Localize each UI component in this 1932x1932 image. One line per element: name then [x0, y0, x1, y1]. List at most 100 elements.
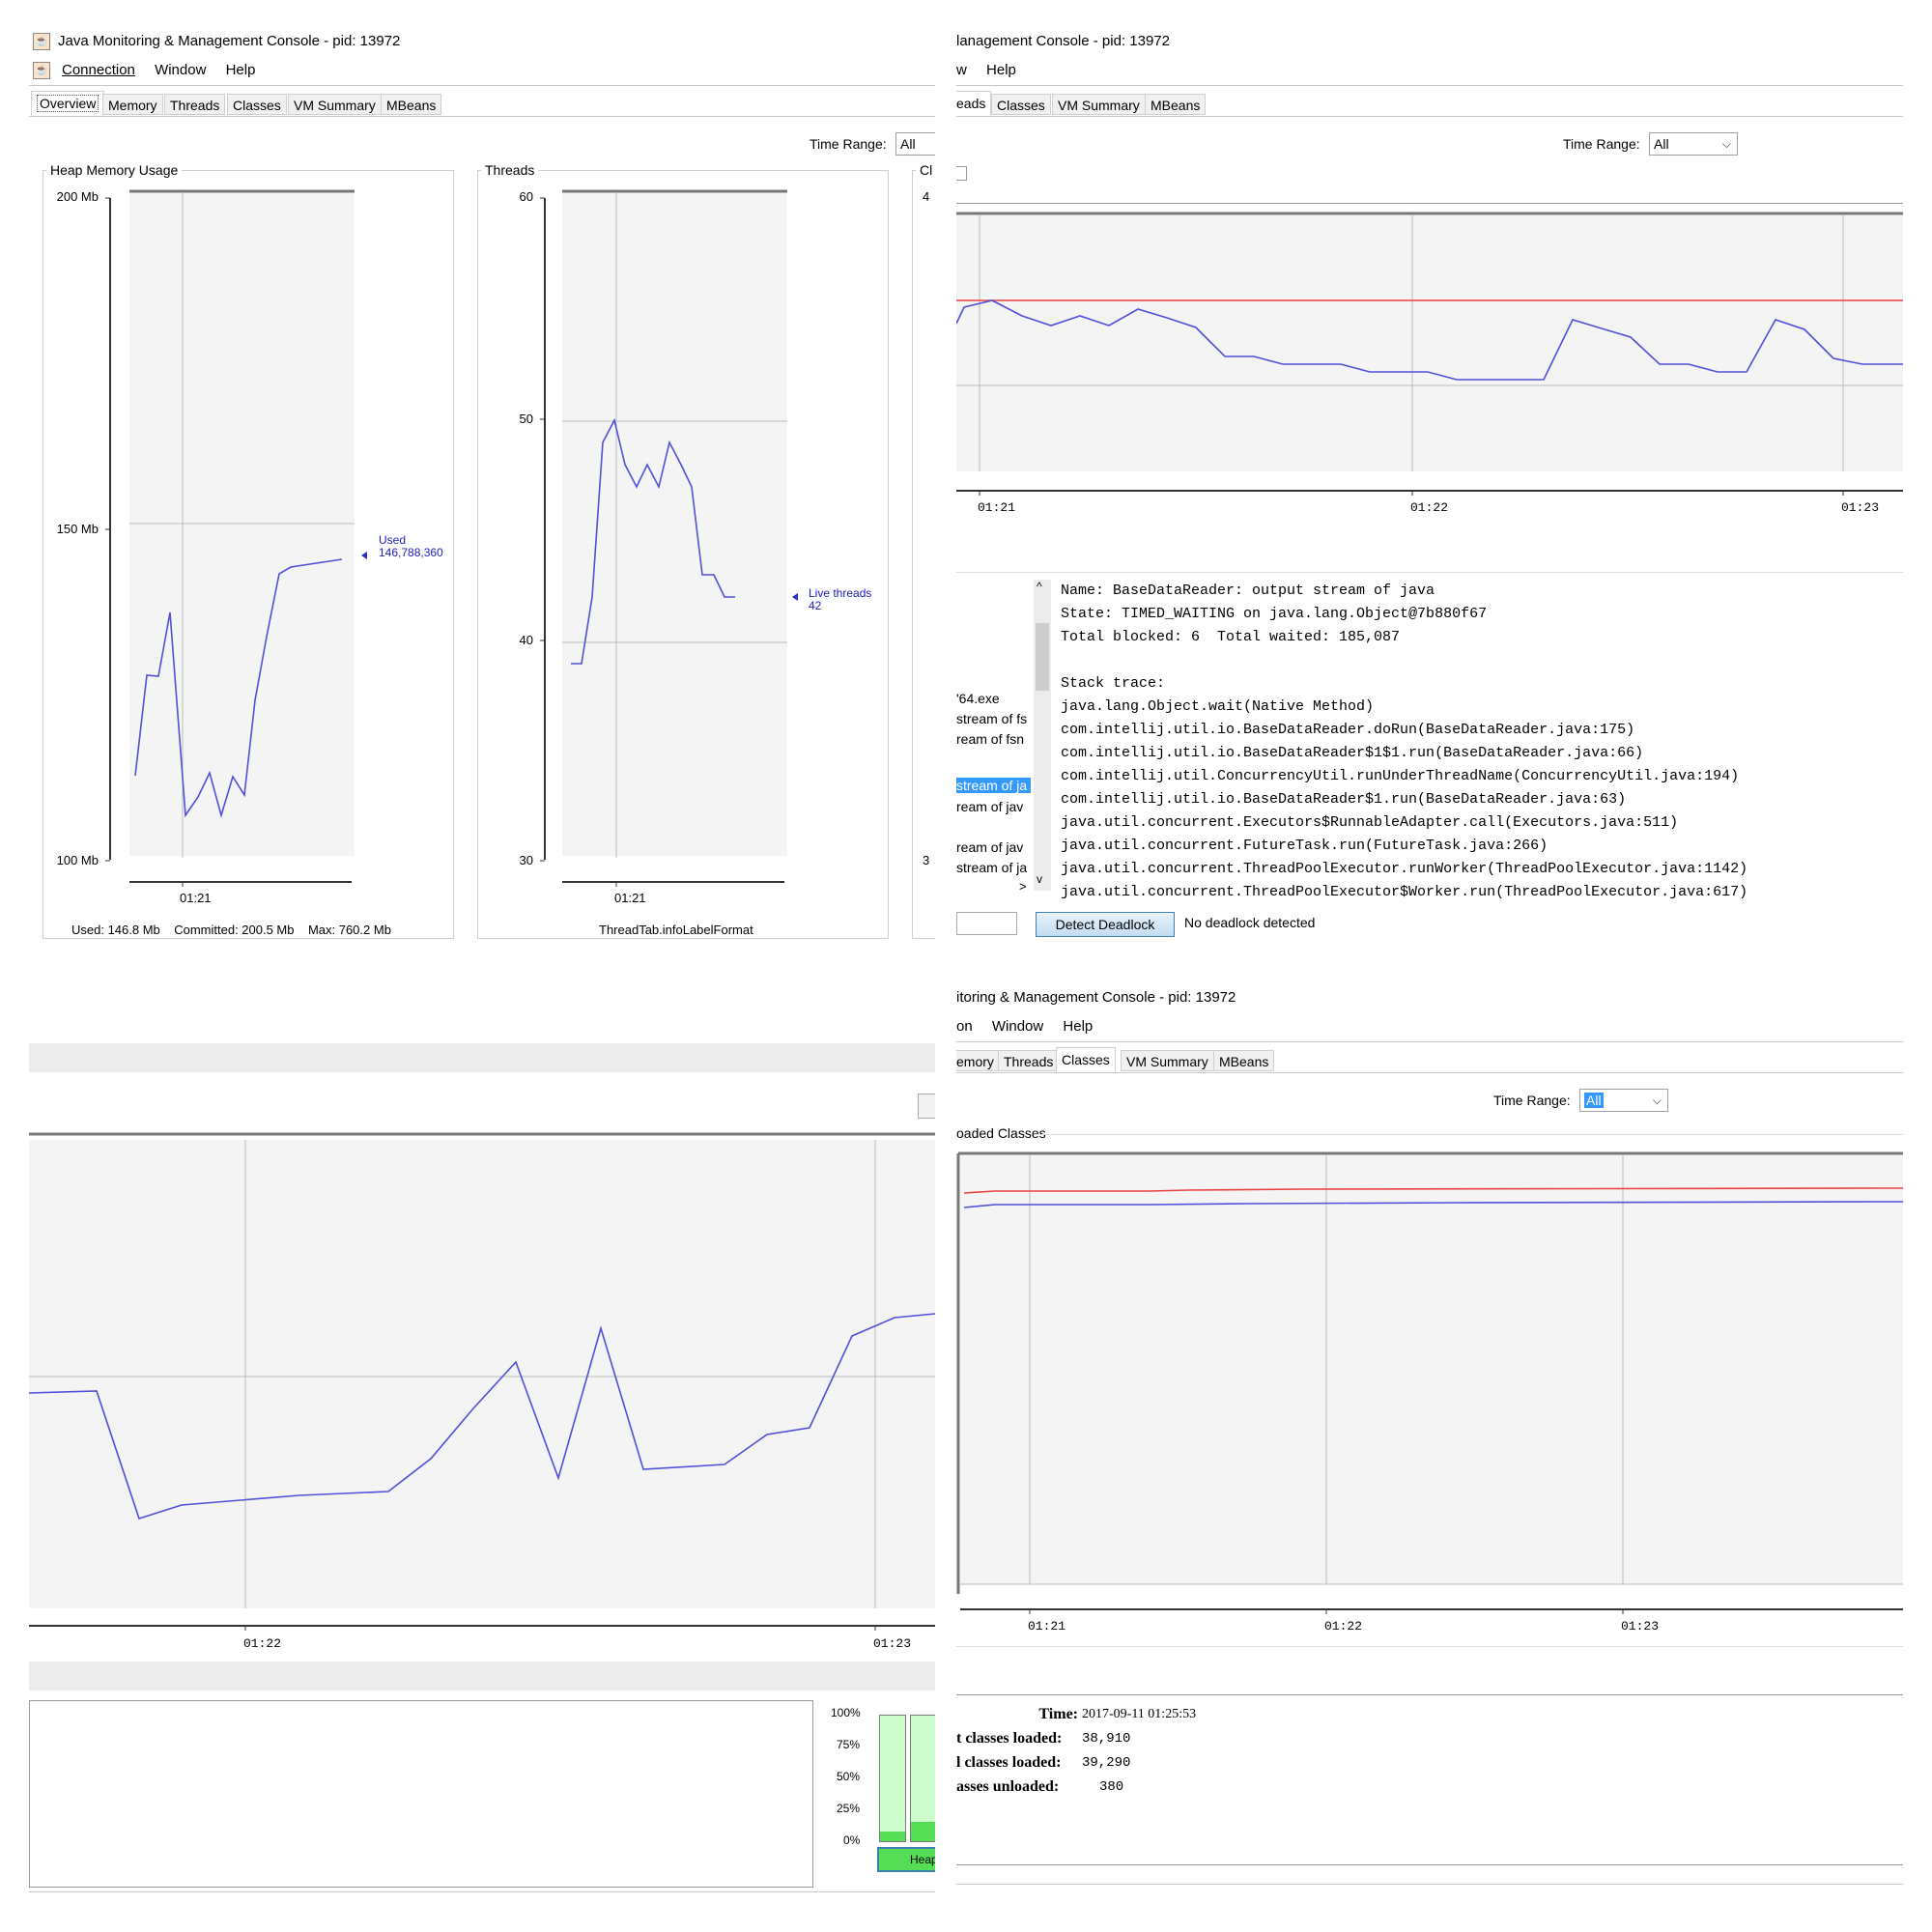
filter-input[interactable] — [956, 912, 1017, 935]
menu-connection[interactable]: on — [956, 1018, 973, 1035]
menu-connection[interactable]: Connection — [62, 62, 135, 78]
live-threads-line — [571, 417, 735, 665]
heap-chart — [105, 189, 367, 887]
x-tick-0123: 01:23 — [873, 1636, 912, 1651]
heap-used-marker — [361, 552, 367, 559]
tab-vm-summary[interactable]: VM Summary — [288, 94, 382, 115]
heap-x-tick-0121: 01:21 — [180, 891, 212, 905]
tab-mbeans[interactable]: MBeans — [1145, 94, 1207, 115]
heap-y-tick-150: 150 Mb — [56, 522, 99, 536]
stack-frame: com.intellij.util.io.BaseDataReader.doRu… — [1061, 722, 1635, 738]
stat-unloaded-value: 380 — [1099, 1779, 1124, 1795]
thread-list-scrollbar[interactable]: ^ v — [1034, 580, 1051, 891]
details-header — [29, 1662, 935, 1690]
x-tick-0122: 01:22 — [1324, 1619, 1363, 1634]
heap-y-tick-100: 100 Mb — [56, 853, 99, 867]
scroll-thumb[interactable] — [1036, 623, 1049, 691]
details-area — [29, 1700, 813, 1888]
tab-memory[interactable]: Memory — [102, 94, 163, 115]
heap-used-marker-label: Used 146,788,360 — [379, 533, 443, 559]
tab-strip — [956, 1047, 1903, 1073]
x-tick-0121: 01:21 — [978, 500, 1016, 515]
tab-classes[interactable]: Classes — [227, 94, 287, 115]
thread-item[interactable]: ream of jav — [956, 799, 1024, 814]
stat-time-value: 2017-09-11 01:25:53 — [1082, 1707, 1197, 1721]
thread-list: '64.exe stream of fs ream of fsn stream … — [956, 580, 1034, 908]
threads-footer: ThreadTab.infoLabelFormat — [599, 923, 753, 937]
thread-item[interactable]: ream of fsn — [956, 731, 1025, 747]
stack-frame: java.util.concurrent.FutureTask.run(Futu… — [1061, 838, 1548, 854]
overview-window: ☕ Java Monitoring & Management Console -… — [29, 29, 935, 956]
time-range-select[interactable]: All ⌵ — [1649, 132, 1738, 156]
tab-mbeans[interactable]: MBeans — [381, 94, 442, 115]
bar-tick-75: 75% — [837, 1738, 861, 1751]
tab-threads[interactable]: Threads — [998, 1050, 1060, 1071]
thread-item[interactable]: stream of ja — [956, 860, 1028, 875]
x-tick-0121: 01:21 — [1028, 1619, 1066, 1634]
heap-bar-label[interactable]: Heap — [877, 1847, 935, 1872]
thread-item[interactable]: '64.exe — [956, 691, 1000, 706]
thread-item-selected[interactable]: stream of ja — [956, 778, 1031, 793]
threads-y-tick-60: 60 — [519, 189, 533, 204]
classes-panel — [912, 170, 935, 939]
x-tick-0122: 01:22 — [1410, 500, 1449, 515]
stack-frame: java.util.concurrent.ThreadPoolExecutor$… — [1061, 884, 1748, 900]
heap-y-tick-200: 200 Mb — [56, 189, 99, 204]
window-title: Java Monitoring & Management Console - p… — [58, 33, 401, 49]
threads-panel — [477, 170, 889, 939]
thread-item[interactable]: stream of fs — [956, 711, 1028, 726]
bar-tick-50: 50% — [837, 1770, 861, 1783]
toolbar-strip — [29, 1043, 935, 1072]
thread-details: Name: BaseDataReader: output stream of j… — [1061, 580, 1747, 904]
scroll-up-icon[interactable]: ^ — [1037, 580, 1042, 593]
tab-vm-summary[interactable]: VM Summary — [1121, 1050, 1214, 1071]
menu-help[interactable]: Help — [1063, 1018, 1094, 1035]
threads-panel-title: Threads — [481, 162, 539, 178]
tab-mbeans[interactable]: MBeans — [1213, 1050, 1275, 1071]
menu-help[interactable]: Help — [225, 62, 256, 78]
heap-panel-title: Heap Memory Usage — [46, 162, 183, 178]
chevron-down-icon: ⌵ — [1721, 137, 1731, 151]
heap-memory-panel — [43, 170, 454, 939]
loaded-line — [963, 1201, 1903, 1208]
threads-window: lanagement Console - pid: 13972 w Help e… — [956, 29, 1903, 956]
classes-window: itoring & Management Console - pid: 1397… — [956, 966, 1903, 1903]
scroll-right-icon[interactable]: > — [1019, 879, 1027, 894]
tab-classes[interactable]: Classes — [991, 94, 1051, 115]
stat-unloaded-label: asses unloaded: — [956, 1778, 1060, 1795]
loaded-classes-chart — [956, 1151, 1903, 1614]
scroll-down-icon[interactable]: v — [1037, 872, 1042, 886]
menu-help[interactable]: Help — [986, 62, 1016, 78]
classes-y-tick-bottom: 3 — [923, 853, 930, 867]
menu-window[interactable]: Window — [155, 62, 207, 78]
bar-tick-0: 0% — [843, 1833, 861, 1847]
detect-deadlock-button[interactable]: Detect Deadlock — [1036, 912, 1175, 937]
checkbox[interactable] — [956, 166, 967, 181]
time-range-select[interactable]: All ⌵ — [1579, 1089, 1668, 1112]
threads-x-tick-0121: 01:21 — [614, 891, 646, 905]
x-tick-0122: 01:22 — [243, 1636, 282, 1651]
thread-item[interactable]: ream of jav — [956, 839, 1024, 855]
chart-title: oaded Classes — [956, 1125, 1050, 1141]
stack-frame: com.intellij.util.ConcurrencyUtil.runUnd… — [1061, 768, 1740, 784]
chevron-down-icon: ⌵ — [1652, 1094, 1662, 1107]
stack-frame: com.intellij.util.io.BaseDataReader$1$1.… — [1061, 745, 1644, 761]
menu-window[interactable]: w — [956, 62, 967, 78]
tab-overview[interactable]: Overview — [31, 91, 105, 116]
tab-classes[interactable]: Classes — [1056, 1047, 1116, 1072]
tab-vm-summary[interactable]: VM Summary — [1052, 94, 1146, 115]
stat-current-loaded-label: t classes loaded: — [956, 1730, 1063, 1747]
tab-threads[interactable]: Threads — [164, 94, 226, 115]
heap-history-chart — [29, 1132, 935, 1631]
threads-y-tick-40: 40 — [519, 633, 533, 647]
tab-strip — [29, 91, 935, 117]
time-range-select[interactable]: All — [895, 132, 935, 156]
tab-threads[interactable]: eads — [956, 91, 992, 116]
heap-used-line — [134, 558, 343, 818]
stack-frame: java.lang.Object.wait(Native Method) — [1061, 698, 1375, 715]
thread-state: State: TIMED_WAITING on java.lang.Object… — [1061, 606, 1488, 622]
menu-window[interactable]: Window — [991, 1018, 1044, 1035]
stack-frame: java.util.concurrent.Executors$RunnableA… — [1061, 814, 1679, 831]
stat-total-loaded-label: l classes loaded: — [956, 1754, 1062, 1771]
time-range-select[interactable] — [918, 1094, 935, 1119]
